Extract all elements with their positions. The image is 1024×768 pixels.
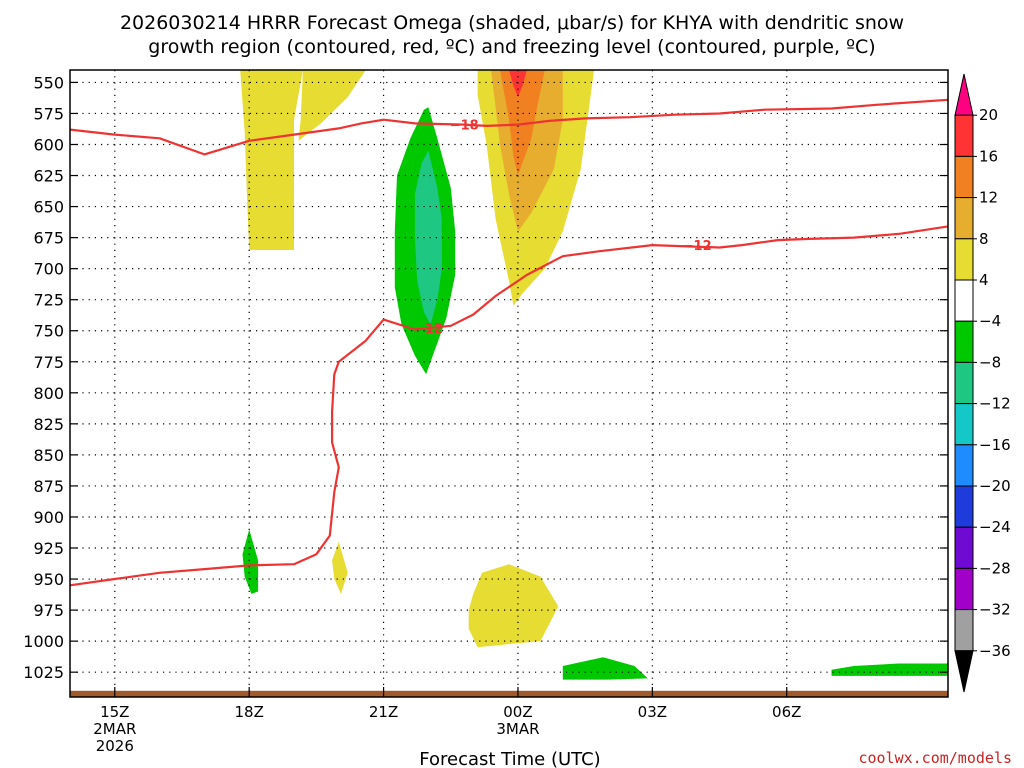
ground-band	[70, 690, 948, 697]
colorbar-bottom-triangle	[954, 650, 974, 693]
y-tick-label-925: 925	[33, 539, 64, 558]
colorbar-swatch-1	[954, 114, 974, 157]
contour-label-2: −12	[683, 239, 712, 254]
colorbar-swatch-6	[954, 320, 974, 363]
y-tick-label-575: 575	[33, 104, 64, 123]
contour-label-text: −12	[683, 239, 712, 254]
x-tick-label-03Z: 03Z	[638, 703, 667, 721]
y-tick-label-950: 950	[33, 570, 64, 589]
x-tick-label-00Z: 00Z	[503, 703, 532, 721]
colorbar-swatch-4	[954, 238, 974, 281]
colorbar-label-1: 16	[979, 147, 998, 165]
temperature-contour-m12	[70, 225, 948, 587]
colorbar-label-2: 12	[979, 189, 998, 207]
colorbar-label-6: −8	[979, 353, 1001, 371]
contour-label-text: −12	[414, 322, 443, 337]
colorbar-swatch-8	[954, 403, 974, 446]
plot-inner: −18 −12 −12	[70, 70, 948, 697]
colorbar-swatch-9	[954, 444, 974, 487]
chart-title-line2: growth region (contoured, red, ºC) and f…	[148, 36, 875, 58]
omega-region-right-column-4	[500, 70, 545, 176]
colorbar-swatch-5	[954, 279, 974, 322]
colorbar-swatch-3	[954, 197, 974, 240]
x-axis-label: Forecast Time (UTC)	[419, 749, 600, 768]
y-tick-label-650: 650	[33, 198, 64, 217]
x-tick-label-15Z: 15Z	[100, 703, 129, 721]
colorbar-label-0: 20	[979, 106, 998, 124]
temperature-contour-m18	[70, 98, 948, 156]
colorbar-swatch-2	[954, 155, 974, 199]
y-tick-label-675: 675	[33, 229, 64, 248]
colorbar-swatch-11	[954, 526, 974, 569]
omega-region-low-yellow-23z-10	[468, 564, 559, 648]
y-axis: 550 575 600 625 650 675 700 725 750 775 800 825 850 8…	[23, 73, 948, 682]
colorbar-label-8: −16	[979, 436, 1011, 454]
colorbar-swatch-10	[954, 485, 974, 528]
chart-title-line1: 2026030214 HRRR Forecast Omega (shaded, …	[120, 12, 904, 34]
contour-label-0: −18	[450, 119, 479, 134]
colorbar-label-10: −24	[979, 518, 1011, 536]
colorbar-label-11: −28	[979, 559, 1011, 577]
x-tick-sublabel2-15Z: 2026	[96, 737, 134, 755]
colorbar-label-13: −36	[979, 642, 1011, 660]
y-tick-label-700: 700	[33, 260, 64, 279]
omega-region-right-column-5	[509, 70, 527, 98]
contour-label-text: −18	[450, 119, 479, 134]
colorbar-label-4: 4	[979, 271, 989, 289]
credit-text: coolwx.com/models	[858, 749, 1012, 767]
x-tick-label-06Z: 06Z	[772, 703, 801, 721]
omega-region-descent-core-7	[414, 150, 442, 325]
y-tick-label-850: 850	[33, 446, 64, 465]
omega-region-low-green-01z-11	[562, 657, 648, 680]
y-tick-label-975: 975	[33, 601, 64, 620]
colorbar-label-7: −12	[979, 395, 1011, 413]
omega-region-low-green-18z-8	[242, 529, 259, 594]
x-tick-label-21Z: 21Z	[369, 703, 398, 721]
colorbar-label-5: −4	[979, 312, 1001, 330]
omega-region-low-green-08z-12	[831, 663, 948, 676]
x-tick-sublabel-15Z: 2MAR	[93, 720, 136, 738]
y-tick-label-875: 875	[33, 477, 64, 496]
omega-region-low-yellow-20z-9	[332, 541, 348, 594]
y-tick-label-1025: 1025	[23, 663, 64, 682]
x-tick-label-18Z: 18Z	[234, 703, 263, 721]
colorbar-label-9: −20	[979, 477, 1011, 495]
y-tick-label-900: 900	[33, 508, 64, 527]
colorbar-label-3: 8	[979, 230, 989, 248]
y-tick-label-825: 825	[33, 415, 64, 434]
omega-region-left-upper-0	[240, 70, 303, 250]
y-tick-label-1000: 1000	[23, 632, 64, 651]
x-tick-sublabel-00Z: 3MAR	[496, 720, 539, 738]
colorbar-top-triangle	[954, 73, 974, 116]
y-tick-label-625: 625	[33, 167, 64, 186]
colorbar: 20 16 12 8 4 −4 −8 −12 −16 −20 −24 −28 −32 −36	[954, 73, 1011, 693]
colorbar-label-12: −32	[979, 601, 1011, 619]
y-tick-label-800: 800	[33, 384, 64, 403]
colorbar-swatch-13	[954, 609, 974, 652]
plot-frame	[69, 69, 949, 698]
y-tick-label-550: 550	[33, 73, 64, 92]
omega-region-mid-upper-1	[298, 70, 366, 141]
contour-label-1: −12	[414, 322, 443, 337]
y-tick-label-775: 775	[33, 353, 64, 372]
y-tick-label-725: 725	[33, 291, 64, 310]
y-tick-label-600: 600	[33, 135, 64, 154]
colorbar-swatch-7	[954, 361, 974, 405]
colorbar-swatch-12	[954, 567, 974, 611]
y-tick-label-750: 750	[33, 322, 64, 341]
plot-area: −18 −12 −12	[69, 69, 949, 698]
